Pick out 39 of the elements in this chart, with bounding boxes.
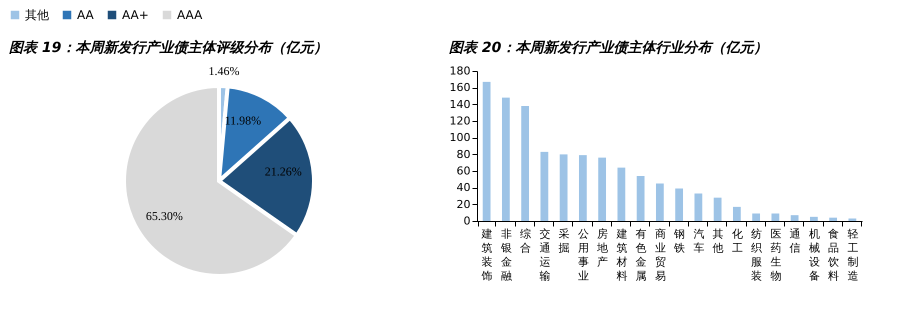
x-tick-label: 房地产 xyxy=(596,228,608,268)
x-tick-label: 汽车 xyxy=(693,228,704,254)
x-tick-label: 化工 xyxy=(732,228,743,254)
y-tick-label: 160 xyxy=(450,81,470,94)
x-tick-label: 非银金融 xyxy=(500,228,512,282)
y-tick-label: 100 xyxy=(450,131,470,144)
x-tick-label: 交通运输 xyxy=(539,228,550,282)
x-tick-label: 医药生物 xyxy=(770,228,782,282)
legend-label: AA+ xyxy=(122,8,149,22)
y-tick-label: 80 xyxy=(456,148,470,161)
x-tick-label: 机械设备 xyxy=(808,228,820,282)
y-tick-label: 120 xyxy=(450,114,470,128)
x-tick-label: 商业贸易 xyxy=(654,228,666,282)
y-tick-label: 60 xyxy=(456,164,470,178)
x-tick-label: 钢铁 xyxy=(673,228,686,254)
legend-label: AA xyxy=(77,8,95,22)
chart-title: 图表 20：本周新发行产业债主体行业分布（亿元） xyxy=(449,39,768,56)
legend-label: AAA xyxy=(177,8,204,22)
x-tick-label: 纺织服装 xyxy=(751,228,762,282)
x-tick-label: 采掘 xyxy=(558,228,570,254)
x-tick-label: 建筑装饰 xyxy=(480,228,493,282)
x-tick-label: 轻工制造 xyxy=(847,228,858,282)
x-tick-label: 通信 xyxy=(790,228,801,254)
data-label: 1.46% xyxy=(208,64,240,78)
x-tick-label: 综合 xyxy=(520,228,532,254)
x-tick-label: 食品饮料 xyxy=(827,228,840,282)
y-tick-label: 20 xyxy=(456,198,470,211)
legend-label: 其他 xyxy=(25,8,49,22)
y-tick-label: 0 xyxy=(464,214,470,228)
x-tick-label: 其他 xyxy=(712,228,724,254)
x-tick-label: 公用事业 xyxy=(578,228,589,282)
y-tick-label: 180 xyxy=(450,64,470,78)
x-tick-label: 建筑材料 xyxy=(615,228,628,282)
data-label: 65.30% xyxy=(146,209,183,224)
data-label: 21.26% xyxy=(264,164,302,178)
x-tick-label: 有色金属 xyxy=(636,228,647,282)
text: 图表 19：本周新发行产业债主体评级分布（亿元） xyxy=(9,39,328,56)
y-tick-label: 140 xyxy=(450,98,470,111)
y-tick-label: 40 xyxy=(456,181,470,194)
